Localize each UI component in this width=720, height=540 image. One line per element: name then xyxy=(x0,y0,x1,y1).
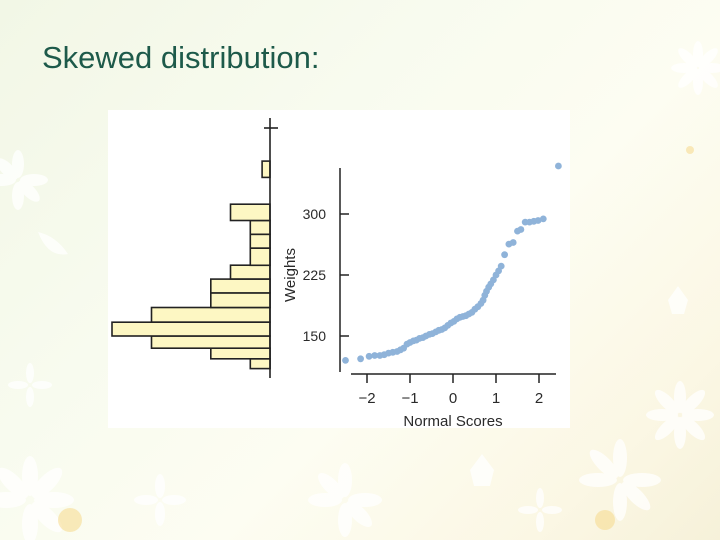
data-point xyxy=(539,215,547,223)
data-point xyxy=(497,262,505,270)
figure-panel: 150 225 300 Weights −2 −1 0 1 2 Normal Scores xyxy=(108,110,570,428)
histogram-bar xyxy=(249,247,271,267)
x-tick-label: 2 xyxy=(535,390,543,407)
histogram-bar xyxy=(210,292,271,309)
data-point xyxy=(342,357,349,364)
flower-icon xyxy=(671,41,720,95)
leaf-icon xyxy=(38,232,68,255)
histogram-bar xyxy=(229,264,271,280)
y-axis-label: Weights xyxy=(282,248,299,302)
histogram-bar xyxy=(111,321,271,337)
flower-icon xyxy=(8,363,52,407)
flower-icon xyxy=(518,488,562,532)
flower-icon xyxy=(308,463,382,537)
data-point xyxy=(555,162,562,170)
data-point xyxy=(365,352,373,360)
histogram-bar xyxy=(229,203,271,222)
histogram-bar xyxy=(249,358,271,370)
data-point xyxy=(371,352,379,359)
histogram xyxy=(111,118,278,378)
y-tick-label: 225 xyxy=(303,267,327,283)
histogram-bar xyxy=(150,335,271,349)
histogram-bar xyxy=(249,219,271,236)
slide-title: Skewed distribution: xyxy=(42,40,320,75)
histogram-bar xyxy=(249,233,271,249)
chart-area: 150 225 300 Weights −2 −1 0 1 2 Normal Scores xyxy=(111,118,562,428)
x-axis-label: Normal Scores xyxy=(403,413,502,428)
data-point xyxy=(517,226,525,233)
histogram-bar xyxy=(150,306,271,323)
flower-icon xyxy=(0,150,48,210)
y-tick-label: 300 xyxy=(303,206,327,222)
flower-icon xyxy=(0,456,74,540)
data-point xyxy=(534,217,542,224)
flower-icon xyxy=(579,439,661,521)
data-point xyxy=(357,355,364,363)
histogram-bar xyxy=(210,278,271,294)
leaf-icon xyxy=(668,286,688,314)
y-tick-label: 150 xyxy=(303,328,327,344)
leaf-icon xyxy=(470,454,494,486)
flower-icon xyxy=(646,381,714,449)
flower-icon xyxy=(134,474,186,526)
normal-probability-plot: 150 225 300 Weights −2 −1 0 1 2 Normal Scores xyxy=(282,162,562,428)
histogram-bar xyxy=(210,347,271,360)
x-tick-label: −2 xyxy=(358,390,375,407)
histogram-bar xyxy=(261,160,271,179)
x-tick-label: 0 xyxy=(449,390,457,407)
data-point xyxy=(501,251,508,259)
x-tick-label: −1 xyxy=(401,390,418,407)
data-point xyxy=(509,239,517,246)
x-tick-label: 1 xyxy=(492,390,500,407)
